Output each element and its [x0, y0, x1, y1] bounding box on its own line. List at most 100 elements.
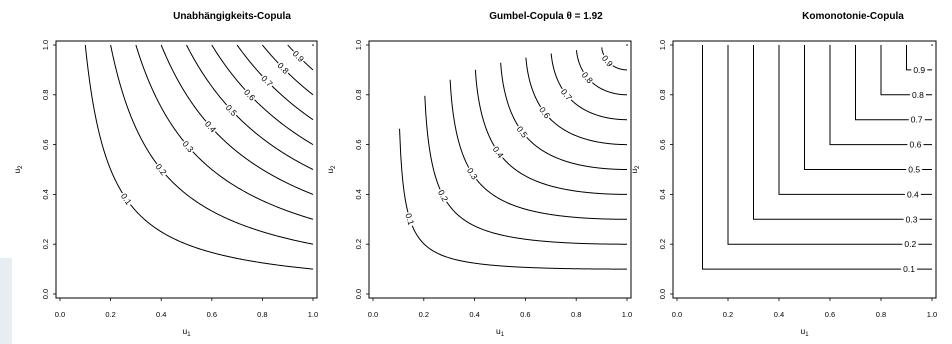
contour-line [424, 95, 627, 245]
chart-title: Komonotonie-Copula [802, 11, 904, 22]
y-tick-label: 0.6 [658, 139, 667, 149]
contour-line [160, 44, 314, 195]
x-tick-label: 1.0 [308, 310, 318, 319]
y-tick-label: 1.0 [41, 40, 50, 50]
y-tick-label: 1.0 [354, 40, 363, 50]
contour-line [399, 128, 627, 270]
x-tick-label: 1.0 [622, 310, 632, 319]
contour-line [804, 45, 932, 170]
contour-line [449, 79, 627, 220]
window-edge-strip [0, 258, 12, 344]
y-tick-label: 0.4 [41, 189, 50, 199]
chart-panel-independence: Unabhängigkeits-Copula 0.0 0.2 0.4 0.6 0.8 1.0… [12, 11, 318, 338]
contour-label-group: 0.3 [464, 165, 480, 182]
contour-label-bg [275, 60, 292, 77]
contour-label-bg [153, 161, 170, 178]
contour-label: 0.9 [600, 53, 615, 69]
contour-label-bg [202, 118, 219, 135]
x-tick-label: 0.0 [368, 310, 378, 319]
x-axis-label: u1 [182, 326, 191, 338]
x-axis-label: u1 [496, 326, 505, 338]
contour-label-bg [223, 102, 240, 119]
contour-label-bg [902, 239, 919, 250]
x-tick-label: 0.8 [257, 310, 267, 319]
contour-line [110, 44, 314, 245]
x-tick-label: 0.2 [723, 310, 733, 319]
contour-label: 0.1 [403, 212, 416, 227]
x-tick-label: 0.2 [105, 310, 115, 319]
chart-panel-comonotonic: Komonotonie-Copula 0.0 0.2 0.4 0.6 0.8 1.0 0.0 0… [629, 11, 937, 338]
contour-label: 0.2 [154, 162, 169, 178]
contour-label-bg [464, 165, 480, 182]
contour-label-bg [536, 104, 553, 121]
contour-label-bg [911, 64, 928, 75]
chart-panel-gumbel: Gumbel-Copula θ = 1.92 0.0 0.2 0.4 0.6 0.8 1.0… [325, 11, 632, 338]
contour-label-bg [558, 86, 575, 103]
contour-label: 0.6 [910, 140, 922, 150]
y-tick-label: 0.2 [41, 239, 50, 249]
contour-line [500, 62, 627, 170]
chart-title: Gumbel-Copula θ = 1.92 [489, 11, 603, 22]
contour-label-bg [241, 86, 258, 103]
x-axis-label: u1 [800, 326, 809, 338]
y-tick-label: 1.0 [658, 40, 667, 50]
x-tick-label: 0.4 [774, 310, 784, 319]
y-tick-label: 0.4 [354, 189, 363, 199]
y-tick-label: 0.6 [354, 139, 363, 149]
x-tick-label: 0.2 [419, 310, 429, 319]
contour-label-bg [403, 211, 417, 228]
contour-line [753, 45, 932, 220]
x-tick-label: 0.8 [876, 310, 886, 319]
contour-line [702, 45, 932, 270]
y-tick-label: 0.2 [354, 239, 363, 249]
contour-label-bg [180, 138, 197, 155]
y-tick-label: 0.0 [41, 289, 50, 299]
contour-label-bg [903, 214, 920, 225]
contour-label-bg [904, 189, 921, 200]
contour-label: 0.9 [913, 65, 925, 75]
contour-label-bg [290, 48, 307, 65]
chart-title: Unabhängigkeits-Copula [173, 11, 291, 22]
corner-point [626, 44, 628, 46]
contour-label-bg [490, 143, 506, 161]
contour-label: 0.8 [912, 90, 924, 100]
x-tick-label: 1.0 [927, 310, 937, 319]
contour-label: 0.4 [491, 144, 506, 160]
contour-label: 0.3 [465, 166, 480, 182]
x-tick-label: 0.0 [672, 310, 682, 319]
plot-frame [672, 40, 937, 299]
x-tick-label: 0.4 [469, 310, 479, 319]
contour-label-bg [579, 69, 596, 86]
contour-label: 0.5 [908, 165, 920, 175]
contour-label: 0.5 [515, 124, 530, 140]
y-tick-label: 0.8 [658, 90, 667, 100]
plot-frame [368, 40, 632, 299]
y-axis-label: u2 [12, 165, 24, 174]
corner-point [931, 44, 933, 46]
contour-label: 0.4 [907, 189, 919, 199]
y-tick-label: 0.4 [658, 189, 667, 199]
contour-line [727, 45, 932, 245]
contour-label-bg [514, 123, 531, 141]
contour-label: 0.1 [903, 264, 915, 274]
contour-label: 0.2 [436, 188, 450, 203]
contour-line [829, 45, 932, 146]
contour-line [84, 44, 314, 270]
contour-label-group: 0.4 [490, 143, 506, 161]
y-tick-label: 0.0 [354, 289, 363, 299]
contour-label-group: 0.5 [514, 123, 531, 141]
contour-label-bg [907, 139, 924, 150]
plot-frame [55, 40, 318, 299]
contour-label-bg [908, 114, 925, 125]
x-tick-label: 0.6 [825, 310, 835, 319]
contour-label-group: 0.2 [435, 187, 450, 205]
y-tick-label: 0.2 [658, 239, 667, 249]
y-axis-label: u2 [629, 165, 641, 174]
contour-label-bg [906, 164, 923, 175]
contour-label-group: 0.9 [599, 52, 616, 70]
contour-label: 0.3 [906, 214, 918, 224]
contour-label: 0.1 [119, 191, 134, 207]
contour-label-group: 0.1 [118, 190, 134, 208]
contour-label-bg [118, 190, 134, 208]
